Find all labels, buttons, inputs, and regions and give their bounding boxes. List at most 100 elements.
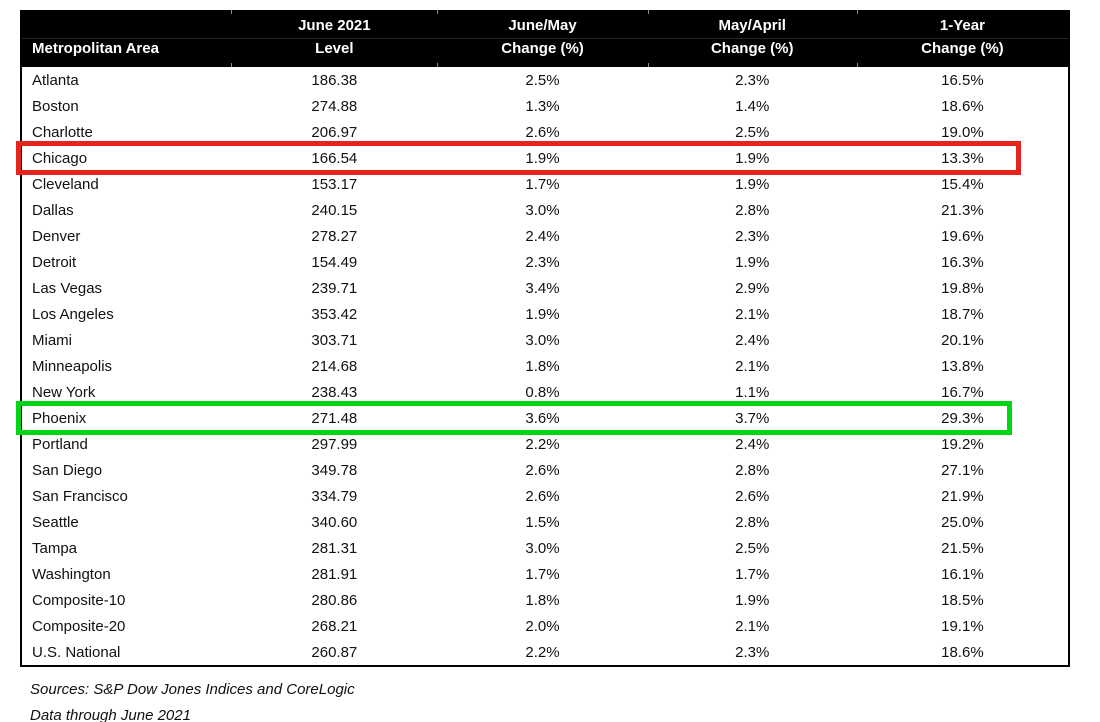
cell-portland-one-year: 19.2% bbox=[941, 435, 984, 453]
header-line: June/May bbox=[508, 17, 577, 34]
cell-composite-10-june-may: 1.8% bbox=[525, 591, 560, 609]
cell-los-angeles-level: 353.42 bbox=[311, 305, 358, 323]
cell-cleveland-area: Cleveland bbox=[32, 175, 99, 193]
table-body: Atlanta 186.38 2.5% 2.3% 16.5% Boston 274.88 1.… bbox=[16, 67, 1068, 665]
table-row-phoenix: Phoenix 271.48 3.6% 3.7% 29.3% bbox=[16, 401, 1068, 435]
column-header-1-year-change: 1-Year Change (%) bbox=[856, 10, 1068, 67]
header-line: Change (%) bbox=[501, 40, 584, 57]
cell-seattle-level: 340.60 bbox=[311, 513, 358, 531]
table-row-composite-10: Composite-10 280.86 1.8% 1.9% 18.5% bbox=[22, 587, 1068, 613]
cell-detroit-area: Detroit bbox=[32, 253, 77, 271]
cell-charlotte-one-year: 19.0% bbox=[941, 123, 984, 141]
cell-boston-level: 274.88 bbox=[311, 97, 358, 115]
table-row-composite-20: Composite-20 268.21 2.0% 2.1% 19.1% bbox=[22, 613, 1068, 639]
cell-charlotte-level: 206.97 bbox=[311, 123, 358, 141]
table-row-u-s-national: U.S. National 260.87 2.2% 2.3% 18.6% bbox=[22, 639, 1068, 665]
data-through-note: Data through June 2021 bbox=[30, 707, 191, 722]
cell-detroit-june-may: 2.3% bbox=[525, 253, 560, 271]
table-row-boston: Boston 274.88 1.3% 1.4% 18.6% bbox=[22, 93, 1068, 119]
cell-los-angeles-area: Los Angeles bbox=[32, 305, 114, 323]
cell-new-york-may-april: 1.1% bbox=[735, 383, 770, 401]
cell-denver-one-year: 19.6% bbox=[941, 227, 984, 245]
cell-u-s-national-level: 260.87 bbox=[311, 643, 358, 661]
metro-area-price-table: Metropolitan Area June 2021 Level June/May C… bbox=[16, 10, 1070, 667]
cell-los-angeles-may-april: 2.1% bbox=[735, 305, 770, 323]
table-row-portland: Portland 297.99 2.2% 2.4% 19.2% bbox=[22, 431, 1068, 457]
cell-denver-level: 278.27 bbox=[311, 227, 358, 245]
sources-note: Sources: S&P Dow Jones Indices and CoreL… bbox=[30, 681, 355, 698]
cell-san-francisco-one-year: 21.9% bbox=[941, 487, 984, 505]
cell-tampa-may-april: 2.5% bbox=[735, 539, 770, 557]
cell-los-angeles-june-may: 1.9% bbox=[525, 305, 560, 323]
cell-las-vegas-june-may: 3.4% bbox=[525, 279, 560, 297]
cell-tampa-level: 281.31 bbox=[311, 539, 358, 557]
cell-composite-10-level: 280.86 bbox=[311, 591, 358, 609]
cell-detroit-level: 154.49 bbox=[311, 253, 358, 271]
table-row-los-angeles: Los Angeles 353.42 1.9% 2.1% 18.7% bbox=[22, 301, 1068, 327]
cell-las-vegas-may-april: 2.9% bbox=[735, 279, 770, 297]
cell-tampa-june-may: 3.0% bbox=[525, 539, 560, 557]
table-row-charlotte: Charlotte 206.97 2.6% 2.5% 19.0% bbox=[22, 119, 1068, 145]
cell-las-vegas-area: Las Vegas bbox=[32, 279, 103, 297]
cell-atlanta-area: Atlanta bbox=[32, 71, 79, 89]
cell-minneapolis-one-year: 13.8% bbox=[941, 357, 984, 375]
table-row-detroit: Detroit 154.49 2.3% 1.9% 16.3% bbox=[22, 249, 1068, 275]
table-row-atlanta: Atlanta 186.38 2.5% 2.3% 16.5% bbox=[22, 67, 1068, 93]
cell-dallas-one-year: 21.3% bbox=[941, 201, 984, 219]
table-row-san-francisco: San Francisco 334.79 2.6% 2.6% 21.9% bbox=[22, 483, 1068, 509]
cell-chicago-one-year: 13.3% bbox=[941, 149, 984, 167]
cell-washington-area: Washington bbox=[32, 565, 111, 583]
cell-composite-10-may-april: 1.9% bbox=[735, 591, 770, 609]
cell-atlanta-may-april: 2.3% bbox=[735, 71, 770, 89]
cell-denver-may-april: 2.3% bbox=[735, 227, 770, 245]
cell-charlotte-june-may: 2.6% bbox=[525, 123, 560, 141]
column-header-metropolitan-area: Metropolitan Area bbox=[22, 10, 231, 67]
cell-san-diego-area: San Diego bbox=[32, 461, 103, 479]
column-header-may-april-change: May/April Change (%) bbox=[647, 10, 857, 67]
cell-san-diego-level: 349.78 bbox=[311, 461, 358, 479]
header-line: Change (%) bbox=[921, 40, 1004, 57]
column-header-june-2021-level: June 2021 Level bbox=[231, 10, 437, 67]
cell-phoenix-june-may: 3.6% bbox=[525, 409, 560, 427]
cell-dallas-area: Dallas bbox=[32, 201, 74, 219]
cell-washington-one-year: 16.1% bbox=[941, 565, 984, 583]
cell-denver-june-may: 2.4% bbox=[525, 227, 560, 245]
header-line: May/April bbox=[718, 17, 786, 34]
header-line: Level bbox=[315, 40, 354, 57]
header-line: Change (%) bbox=[710, 40, 794, 57]
cell-atlanta-june-may: 2.5% bbox=[525, 71, 560, 89]
header-line: June 2021 bbox=[298, 17, 371, 34]
cell-seattle-june-may: 1.5% bbox=[525, 513, 560, 531]
table-row-san-diego: San Diego 349.78 2.6% 2.8% 27.1% bbox=[22, 457, 1068, 483]
cell-new-york-june-may: 0.8% bbox=[525, 383, 560, 401]
cell-seattle-may-april: 2.8% bbox=[735, 513, 770, 531]
table-row-seattle: Seattle 340.60 1.5% 2.8% 25.0% bbox=[22, 509, 1068, 535]
cell-composite-20-level: 268.21 bbox=[311, 617, 358, 635]
cell-dallas-level: 240.15 bbox=[311, 201, 358, 219]
cell-cleveland-one-year: 15.4% bbox=[941, 175, 984, 193]
cell-boston-june-may: 1.3% bbox=[525, 97, 560, 115]
cell-portland-june-may: 2.2% bbox=[525, 435, 560, 453]
cell-miami-area: Miami bbox=[32, 331, 72, 349]
cell-composite-10-area: Composite-10 bbox=[32, 591, 126, 609]
cell-composite-20-one-year: 19.1% bbox=[941, 617, 984, 635]
cell-boston-one-year: 18.6% bbox=[941, 97, 984, 115]
cell-chicago-june-may: 1.9% bbox=[525, 149, 560, 167]
cell-minneapolis-may-april: 2.1% bbox=[735, 357, 770, 375]
cell-phoenix-level: 271.48 bbox=[311, 409, 358, 427]
cell-denver-area: Denver bbox=[32, 227, 81, 245]
cell-new-york-area: New York bbox=[32, 383, 96, 401]
table-row-denver: Denver 278.27 2.4% 2.3% 19.6% bbox=[22, 223, 1068, 249]
cell-u-s-national-may-april: 2.3% bbox=[735, 643, 770, 661]
table-footnotes: Sources: S&P Dow Jones Indices and CoreL… bbox=[30, 677, 355, 722]
table-row-tampa: Tampa 281.31 3.0% 2.5% 21.5% bbox=[22, 535, 1068, 561]
cell-washington-june-may: 1.7% bbox=[525, 565, 560, 583]
cell-detroit-may-april: 1.9% bbox=[735, 253, 770, 271]
cell-cleveland-june-may: 1.7% bbox=[525, 175, 560, 193]
cell-minneapolis-june-may: 1.8% bbox=[525, 357, 560, 375]
cell-chicago-level: 166.54 bbox=[311, 149, 358, 167]
cell-portland-may-april: 2.4% bbox=[735, 435, 770, 453]
cell-composite-20-may-april: 2.1% bbox=[735, 617, 770, 635]
cell-los-angeles-one-year: 18.7% bbox=[941, 305, 984, 323]
